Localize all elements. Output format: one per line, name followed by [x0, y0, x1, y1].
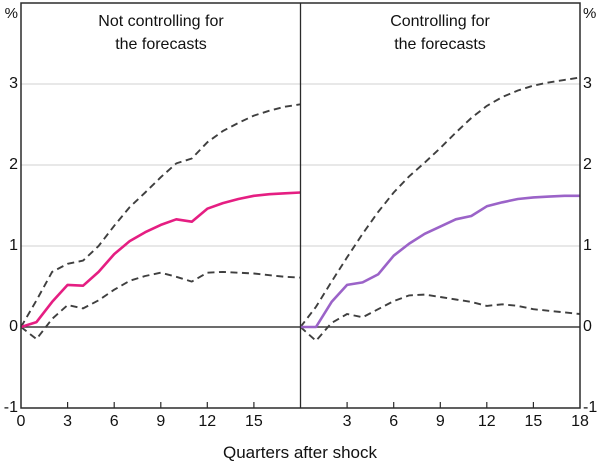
y-tick-label-left: 1 [9, 237, 18, 254]
x-tick-label-panel1: 15 [244, 413, 263, 430]
x-tick-label-panel1: 0 [16, 413, 26, 430]
percent-unit-label-left: % [4, 5, 18, 22]
y-tick-label-left: 2 [9, 156, 18, 173]
y-tick-label-left: 0 [9, 318, 18, 335]
x-tick-label-panel2: 15 [524, 413, 543, 430]
series-lower-confidence-band-panel2 [299, 293, 581, 342]
right-panel-title-line1: Controlling for [390, 13, 490, 30]
series-point-estimate-panel1 [20, 191, 301, 329]
x-tick-label-panel2: 3 [342, 413, 352, 430]
y-tick-label-right: -1 [583, 399, 598, 416]
series-lower-confidence-band-panel1 [20, 270, 301, 341]
y-tick-label-left: -1 [3, 399, 18, 416]
x-tick-label-panel2: 18 [571, 413, 589, 430]
y-tick-label-right: 0 [583, 318, 592, 335]
left-panel-title: Not controlling for the forecasts [21, 10, 301, 56]
x-tick-label-panel2: 9 [435, 413, 445, 430]
x-tick-label-panel1: 6 [109, 413, 119, 430]
right-panel-title: Controlling for the forecasts [300, 10, 580, 56]
x-tick-label-panel2: 6 [389, 413, 399, 430]
series-upper-confidence-band-panel2 [299, 76, 581, 328]
y-tick-label-left: 3 [9, 75, 18, 92]
plot-frame [20, 2, 581, 409]
left-panel-title-line1: Not controlling for [98, 13, 224, 30]
x-tick-label-panel2: 12 [477, 413, 496, 430]
x-tick-label-panel1: 3 [63, 413, 73, 430]
x-tick-label-panel1: 9 [156, 413, 166, 430]
y-tick-label-right: 2 [583, 156, 592, 173]
y-axis-labels-left: % 3 2 1 0 -1 [0, 0, 18, 472]
x-tick-label-panel1: 12 [198, 413, 217, 430]
series-point-estimate-panel2 [300, 194, 580, 329]
right-panel-title-line2: the forecasts [394, 36, 486, 53]
left-panel-title-line2: the forecasts [115, 36, 207, 53]
series-upper-confidence-band-panel1 [20, 103, 301, 328]
y-tick-label-right: 1 [583, 237, 592, 254]
x-axis-title: Quarters after shock [222, 443, 377, 462]
y-axis-labels-right: % 3 2 1 0 -1 [583, 0, 600, 472]
y-tick-label-right: 3 [583, 75, 592, 92]
percent-unit-label-right: % [583, 5, 597, 22]
